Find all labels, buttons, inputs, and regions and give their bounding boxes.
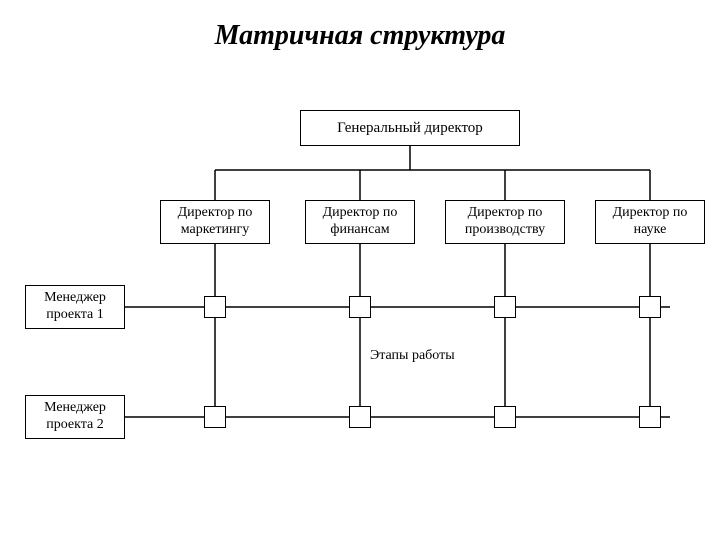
- intersection-0-3: [639, 296, 661, 318]
- director-box-3: Директор по науке: [595, 200, 705, 244]
- intersection-0-2: [494, 296, 516, 318]
- intersection-0-1: [349, 296, 371, 318]
- connector-lines: [0, 0, 720, 540]
- intersection-1-2: [494, 406, 516, 428]
- director-box-1: Директор по финансам: [305, 200, 415, 244]
- manager-box-0: Менеджер проекта 1: [25, 285, 125, 329]
- intersection-1-0: [204, 406, 226, 428]
- intersection-1-3: [639, 406, 661, 428]
- director-box-0: Директор по маркетингу: [160, 200, 270, 244]
- ceo-box: Генеральный директор: [300, 110, 520, 146]
- director-box-2: Директор по производству: [445, 200, 565, 244]
- diagram-title: Матричная структура: [0, 20, 720, 52]
- intersection-0-0: [204, 296, 226, 318]
- manager-box-1: Менеджер проекта 2: [25, 395, 125, 439]
- intersection-1-1: [349, 406, 371, 428]
- stage-label: Этапы работы: [370, 348, 455, 364]
